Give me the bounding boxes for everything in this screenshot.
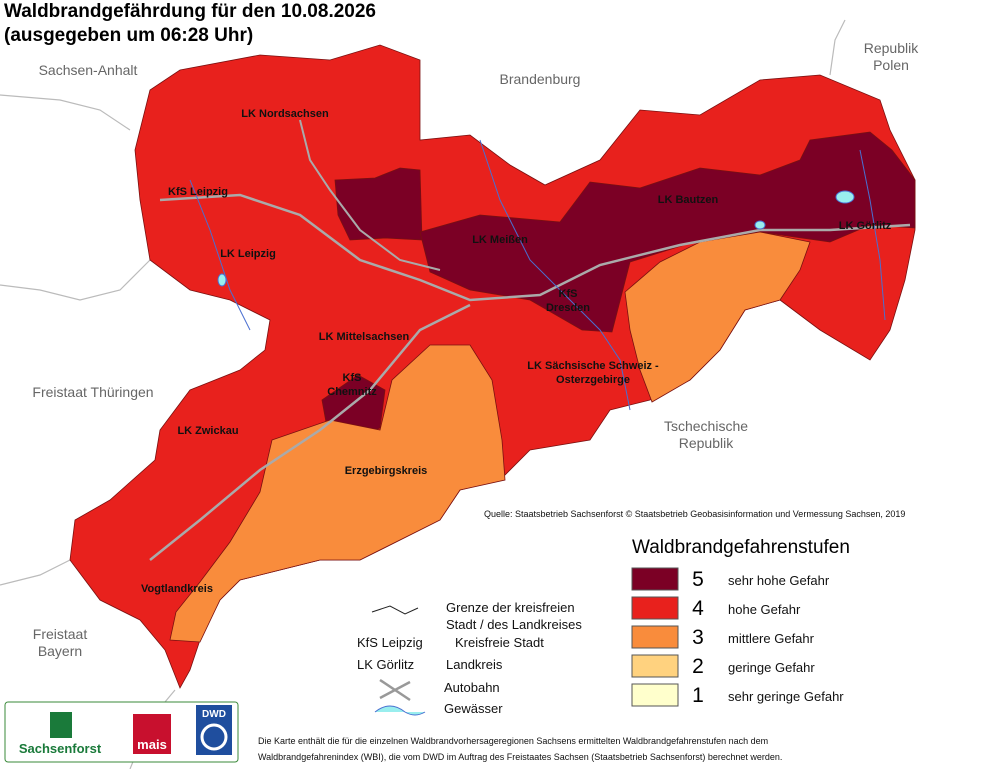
region-label: LK Nordsachsen xyxy=(241,108,329,120)
footnote: Waldbrandgefahrenindex (WBI), die vom DW… xyxy=(258,752,782,762)
water-symbol xyxy=(374,705,426,716)
key-lk-example: LK Görlitz xyxy=(357,657,414,672)
region-label: LK Sächsische Schweiz - xyxy=(527,360,659,372)
legend-swatch xyxy=(631,596,679,620)
neighbor-labels: Sachsen-AnhaltBrandenburgRepublikPolenFr… xyxy=(32,40,919,659)
region-label: KfS Leipzig xyxy=(168,186,228,198)
key-kfs-example: KfS Leipzig xyxy=(357,635,423,650)
neighbor-label: Tschechische xyxy=(664,418,748,434)
danger-area xyxy=(419,131,916,333)
map-lines xyxy=(149,119,911,561)
motorway-symbol xyxy=(379,678,411,702)
border-symbol xyxy=(371,605,419,615)
legend-swatch xyxy=(631,654,679,678)
legend-label: mittlere Gefahr xyxy=(728,631,815,646)
legend-title: Waldbrandgefahrenstufen xyxy=(632,537,850,558)
legend-swatch xyxy=(631,625,679,649)
logo-icon xyxy=(50,712,72,738)
key-kfs: Kreisfreie Stadt xyxy=(455,635,544,650)
region-labels: LK Nordsachsen KfS Leipzig LK Leipzig LK Me… xyxy=(141,108,892,595)
legend-label: sehr geringe Gefahr xyxy=(728,689,844,704)
danger-area xyxy=(169,344,506,643)
logo-icon xyxy=(200,723,228,751)
legend-label: hohe Gefahr xyxy=(728,602,801,617)
key-water: Gewässer xyxy=(444,701,503,716)
region-label: Vogtlandkreis xyxy=(141,583,213,595)
logo-mais: mais xyxy=(137,737,167,752)
danger-areas xyxy=(69,44,916,689)
title: Waldbrandgefährdung für den 10.08.2026 xyxy=(4,1,376,22)
legend-swatch xyxy=(631,567,679,591)
footnote: Die Karte enthält die für die einzelnen … xyxy=(258,736,768,746)
neighbor-label: Freistaat xyxy=(33,626,88,642)
logo-icon xyxy=(196,705,232,755)
logo-sachsenforst: Sachsenforst xyxy=(19,741,102,756)
legend-label: sehr hohe Gefahr xyxy=(728,573,830,588)
legend-label: geringe Gefahr xyxy=(728,660,815,675)
legend-level: 2 xyxy=(692,655,704,678)
region-label: Chemnitz xyxy=(327,386,377,398)
region-label: Erzgebirgskreis xyxy=(345,465,428,477)
source: Quelle: Staatsbetrieb Sachsenforst © Sta… xyxy=(484,509,905,519)
legend: Waldbrandgefahrenstufen 5 sehr hohe Gefah… xyxy=(631,537,850,707)
region-label: Dresden xyxy=(546,302,590,314)
neighbor-label: Freistaat Thüringen xyxy=(32,384,153,400)
map-key: Grenze der kreisfreien Stadt / des Landk… xyxy=(357,600,582,716)
key-border: Stadt / des Landkreises xyxy=(446,617,582,632)
legend-level: 4 xyxy=(692,597,704,620)
neighbor-label: Republik xyxy=(864,40,919,56)
neighbor-label: Sachsen-Anhalt xyxy=(39,62,138,78)
subtitle: (ausgegeben um 06:28 Uhr) xyxy=(4,25,253,46)
logos: Sachsenforst mais DWD xyxy=(4,701,239,763)
neighbor-label: Bayern xyxy=(38,643,82,659)
legend-swatch xyxy=(631,683,679,707)
region-label: LK Leipzig xyxy=(220,248,276,260)
region-label: KfS xyxy=(343,372,362,384)
neighbor-label: Polen xyxy=(873,57,909,73)
legend-level: 3 xyxy=(692,626,704,649)
key-lk: Landkreis xyxy=(446,657,503,672)
region-label: LK Bautzen xyxy=(658,194,719,206)
key-motorway: Autobahn xyxy=(444,680,500,695)
neighbor-label: Brandenburg xyxy=(500,71,581,87)
region-label: Osterzgebirge xyxy=(556,374,630,386)
region-label: LK Görlitz xyxy=(839,220,892,232)
logo-icon xyxy=(133,714,171,754)
logo-dwd: DWD xyxy=(202,709,226,720)
key-border: Grenze der kreisfreien xyxy=(446,600,575,615)
region-label: LK Mittelsachsen xyxy=(319,331,410,343)
legend-level: 5 xyxy=(692,568,704,591)
legend-level: 1 xyxy=(692,684,704,707)
region-label: LK Zwickau xyxy=(177,425,238,437)
region-label: KfS xyxy=(559,288,578,300)
neighbor-label: Republik xyxy=(679,435,734,451)
region-label: LK Meißen xyxy=(472,234,528,246)
